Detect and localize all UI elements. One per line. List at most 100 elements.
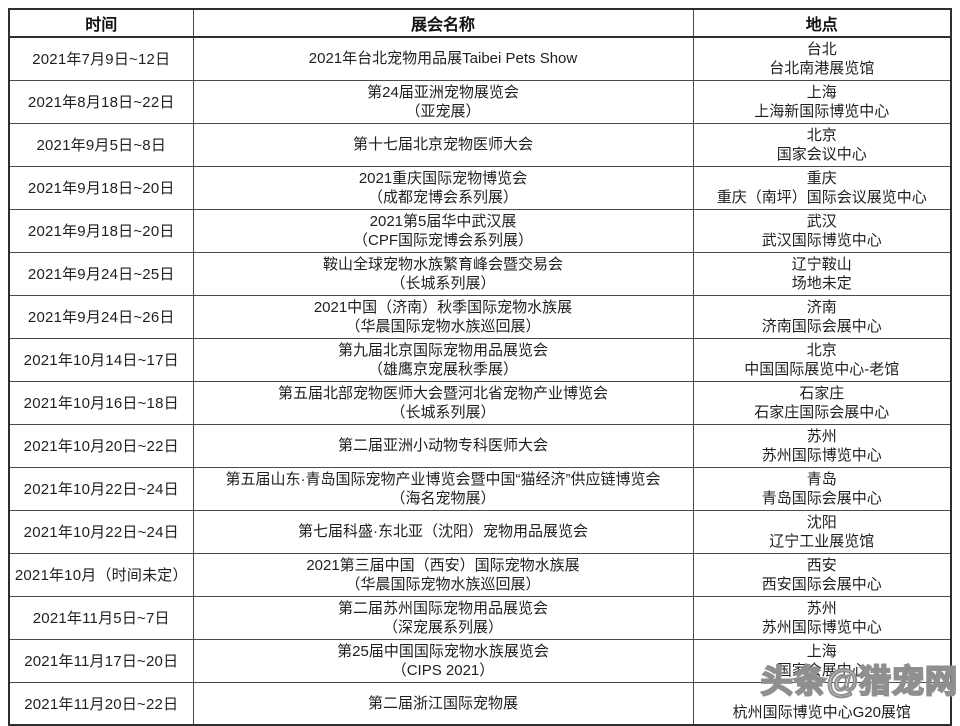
table-row: 2021年11月17日~20日 第25届中国国际宠物水族展览会 （CIPS 202… — [8, 638, 952, 683]
exhibition-name-cell: 第七届科盛·东北亚（沈阳）宠物用品展览会 — [192, 509, 694, 554]
exhibition-name-cell: 2021第三届中国（西安）国际宠物水族展 （华晨国际宠物水族巡回展） — [192, 552, 694, 597]
header-time: 时间 — [8, 8, 194, 38]
exhibition-name-cell: 2021年台北宠物用品展Taibei Pets Show — [192, 36, 694, 81]
cell-line: 场地未定 — [791, 274, 852, 292]
cell-line: 重庆 — [806, 169, 837, 187]
location-cell: 北京 中国国际展览中心-老馆 — [692, 337, 952, 382]
cell-line: 石家庄国际会展中心 — [754, 403, 890, 421]
table-row: 2021年9月18日~20日 2021重庆国际宠物博览会 （成都宠博会系列展） 重… — [8, 165, 952, 210]
time-cell: 2021年9月5日~8日 — [8, 122, 194, 167]
cell-line: 2021第5届华中武汉展 — [369, 212, 517, 230]
table-row: 2021年10月16日~18日 第五届北部宠物医师大会暨河北省宠物产业博览会 （长… — [8, 380, 952, 425]
cell-line: 北京 — [806, 126, 837, 144]
cell-line: 苏州国际博览中心 — [761, 618, 882, 636]
time-cell: 2021年10月14日~17日 — [8, 337, 194, 382]
cell-line: 石家庄 — [799, 384, 845, 402]
cell-line: 青岛 — [806, 470, 837, 488]
cell-line: 国家会展中心 — [776, 661, 867, 679]
cell-line: 第二届浙江国际宠物展 — [367, 694, 518, 712]
location-cell: 沈阳 辽宁工业展览馆 — [692, 509, 952, 554]
cell-line: 北京 — [806, 341, 837, 359]
location-cell: 武汉 武汉国际博览中心 — [692, 208, 952, 253]
table-row: 2021年10月20日~22日 第二届亚洲小动物专科医师大会 苏州 苏州国际博览中… — [8, 423, 952, 468]
table-row: 2021年11月5日~7日 第二届苏州国际宠物用品展览会 （深宠展系列展） 苏州苏… — [8, 595, 952, 640]
cell-line: 第二届苏州国际宠物用品展览会 — [337, 599, 548, 617]
table-row: 2021年11月20日~22日 第二届浙江国际宠物展 杭州国际博览中心G20展馆 — [8, 681, 952, 726]
cell-line: （CPF国际宠博会系列展） — [352, 231, 533, 249]
table-row: 2021年10月22日~24日 第七届科盛·东北亚（沈阳）宠物用品展览会 沈阳辽… — [8, 509, 952, 554]
time-cell: 2021年10月（时间未定） — [8, 552, 194, 597]
cell-line: 重庆（南坪）国际会议展览中心 — [716, 188, 927, 206]
cell-line: 第九届北京国际宠物用品展览会 — [337, 341, 548, 359]
time-cell: 2021年10月20日~22日 — [8, 423, 194, 468]
table-row: 2021年10月22日~24日 第五届山东·青岛国际宠物产业博览会暨中国“猫经济… — [8, 466, 952, 511]
exhibition-name-cell: 第二届浙江国际宠物展 — [192, 681, 694, 726]
cell-line: 中国国际展览中心-老馆 — [744, 360, 900, 378]
exhibition-name-cell: 第二届亚洲小动物专科医师大会 — [192, 423, 694, 468]
cell-line: 台北南港展览馆 — [769, 59, 875, 77]
time-cell: 2021年11月5日~7日 — [8, 595, 194, 640]
time-cell: 2021年10月16日~18日 — [8, 380, 194, 425]
cell-line: （长城系列展） — [390, 274, 496, 292]
exhibition-table-body: 2021年7月9日~12日 2021年台北宠物用品展Taibei Pets Sh… — [8, 36, 952, 726]
cell-line: 2021中国（济南）秋季国际宠物水族展 — [313, 298, 573, 316]
location-cell: 北京 国家会议中心 — [692, 122, 952, 167]
cell-line: 青岛国际会展中心 — [761, 489, 882, 507]
time-cell: 2021年9月18日~20日 — [8, 208, 194, 253]
cell-line: （雄鹰京宠展秋季展） — [367, 360, 518, 378]
cell-line: 第二届亚洲小动物专科医师大会 — [337, 437, 548, 454]
cell-line: 西安国际会展中心 — [761, 575, 882, 593]
cell-line: 第七届科盛·东北亚（沈阳）宠物用品展览会 — [298, 523, 588, 540]
cell-line: 济南国际会展中心 — [761, 317, 882, 335]
table-row: 2021年9月18日~20日 2021第5届华中武汉展 （CPF国际宠博会系列展）… — [8, 208, 952, 253]
cell-line: 苏州 — [806, 427, 837, 445]
cell-line: 2021年台北宠物用品展Taibei Pets Show — [308, 50, 578, 68]
table-row: 2021年9月24日~25日 鞍山全球宠物水族繁育峰会暨交易会 （长城系列展） 辽… — [8, 251, 952, 296]
location-cell: 辽宁鞍山 场地未定 — [692, 251, 952, 296]
cell-line: （华晨国际宠物水族巡回展） — [345, 317, 541, 335]
cell-line: （华晨国际宠物水族巡回展） — [345, 575, 541, 593]
location-cell: 济南 济南国际会展中心 — [692, 294, 952, 339]
exhibition-name-cell: 鞍山全球宠物水族繁育峰会暨交易会 （长城系列展） — [192, 251, 694, 296]
time-cell: 2021年8月18日~22日 — [8, 79, 194, 124]
cell-line: （长城系列展） — [390, 403, 496, 421]
cell-line: 第25届中国国际宠物水族展览会 — [337, 642, 549, 660]
header-location: 地点 — [692, 8, 952, 38]
cell-line: 杭州国际博览中心G20展馆 — [732, 704, 911, 722]
table-row: 2021年9月24日~26日 2021中国（济南）秋季国际宠物水族展 （华晨国际宠… — [8, 294, 952, 339]
cell-line: 沈阳 — [806, 513, 837, 531]
table-header: 时间 展会名称 地点 — [8, 8, 952, 38]
cell-line: 第24届亚洲宠物展览会 — [367, 83, 519, 101]
location-cell: 重庆 重庆（南坪）国际会议展览中心 — [692, 165, 952, 210]
header-exhibition-name: 展会名称 — [192, 8, 694, 38]
cell-line: 国家会议中心 — [776, 145, 867, 163]
cell-line: 武汉 — [806, 212, 837, 230]
cell-line: 苏州国际博览中心 — [761, 446, 882, 464]
location-cell: 上海 国家会展中心 — [692, 638, 952, 683]
time-cell: 2021年10月22日~24日 — [8, 509, 194, 554]
cell-line: 2021重庆国际宠物博览会 — [358, 169, 528, 187]
time-cell: 2021年11月17日~20日 — [8, 638, 194, 683]
table-row: 2021年7月9日~12日 2021年台北宠物用品展Taibei Pets Sh… — [8, 36, 952, 81]
cell-line: （海名宠物展） — [390, 489, 496, 507]
table-row: 2021年10月14日~17日 第九届北京国际宠物用品展览会 （雄鹰京宠展秋季展）… — [8, 337, 952, 382]
location-cell: 苏州 苏州国际博览中心 — [692, 423, 952, 468]
exhibition-name-cell: 2021第5届华中武汉展 （CPF国际宠博会系列展） — [192, 208, 694, 253]
cell-line: （成都宠博会系列展） — [367, 188, 518, 206]
cell-line: （深宠展系列展） — [382, 618, 503, 636]
cell-line — [698, 684, 947, 703]
exhibition-name-cell: 第二届苏州国际宠物用品展览会 （深宠展系列展） — [192, 595, 694, 640]
header-row: 时间 展会名称 地点 — [8, 8, 952, 38]
location-cell: 西安 西安国际会展中心 — [692, 552, 952, 597]
cell-line: 上海 — [806, 642, 837, 660]
exhibition-schedule-table: 时间 展会名称 地点 2021年7月9日~12日 2021年台北宠物用品展Tai… — [8, 8, 952, 726]
cell-line: 台北 — [806, 40, 837, 58]
cell-line: 济南 — [806, 298, 837, 316]
cell-line: 鞍山全球宠物水族繁育峰会暨交易会 — [322, 255, 563, 273]
time-cell: 2021年9月24日~25日 — [8, 251, 194, 296]
table-row: 2021年9月5日~8日 第十七届北京宠物医师大会 北京 国家会议中心 — [8, 122, 952, 167]
exhibition-name-cell: 第九届北京国际宠物用品展览会 （雄鹰京宠展秋季展） — [192, 337, 694, 382]
cell-line: 第五届山东·青岛国际宠物产业博览会暨中国“猫经济”供应链博览会 — [225, 470, 661, 488]
table-row: 2021年8月18日~22日 第24届亚洲宠物展览会 （亚宠展） 上海 上海新国际博… — [8, 79, 952, 124]
